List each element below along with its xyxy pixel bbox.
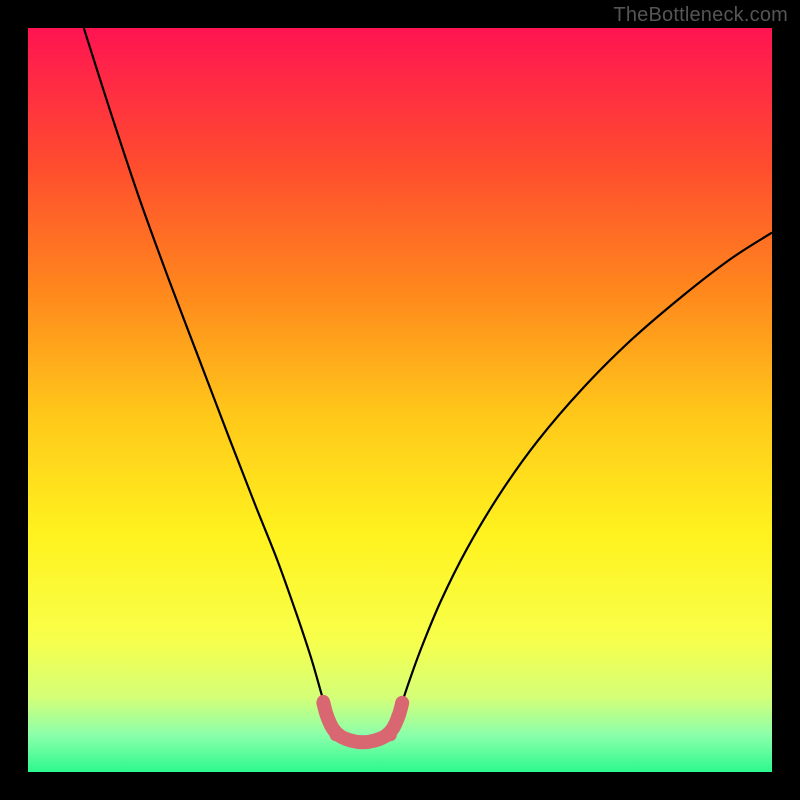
background-rect bbox=[28, 28, 772, 772]
trough-dot bbox=[384, 728, 397, 741]
trough-dot bbox=[391, 710, 404, 723]
trough-dot bbox=[330, 728, 343, 741]
watermark-text: TheBottleneck.com bbox=[613, 4, 788, 27]
trough-dot bbox=[317, 695, 330, 708]
plot-area bbox=[28, 28, 772, 772]
trough-dot bbox=[321, 708, 334, 721]
plot-svg bbox=[28, 28, 772, 772]
trough-dot bbox=[395, 697, 408, 710]
